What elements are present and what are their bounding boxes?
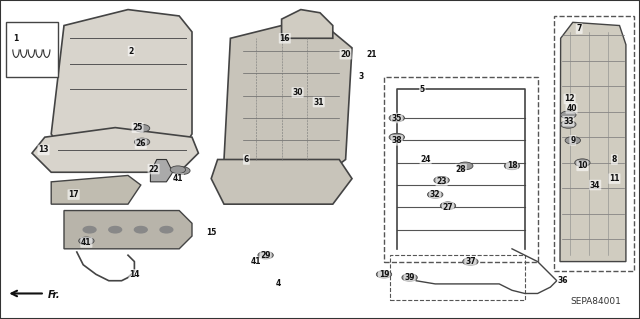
Text: 15: 15 [206,228,216,237]
Polygon shape [211,160,352,204]
Text: 30: 30 [292,88,303,97]
Bar [6,22,58,77]
Text: 1: 1 [13,34,19,43]
Text: 26: 26 [136,139,146,148]
Circle shape [134,138,150,146]
Circle shape [565,137,580,144]
Polygon shape [282,10,333,38]
Text: 41: 41 [173,174,183,183]
Text: 27: 27 [443,203,453,212]
Text: 36: 36 [558,276,568,285]
Text: 3: 3 [359,72,364,81]
Text: 4: 4 [276,279,281,288]
Text: 21: 21 [366,50,376,59]
Text: 18: 18 [507,161,517,170]
Text: 33: 33 [563,117,573,126]
Text: 22: 22 [148,165,159,174]
Circle shape [440,202,456,210]
Circle shape [434,176,449,184]
Text: 32: 32 [430,190,440,199]
Text: 25: 25 [132,123,143,132]
Text: 41: 41 [81,238,92,247]
Text: 12: 12 [564,94,575,103]
Text: 29: 29 [260,251,271,260]
Text: 31: 31 [314,98,324,107]
Text: 19: 19 [379,270,389,279]
Polygon shape [51,175,141,204]
Circle shape [402,274,417,281]
Text: 17: 17 [68,190,79,199]
Circle shape [458,162,473,170]
Text: 41: 41 [251,257,261,266]
Circle shape [428,191,443,198]
Polygon shape [150,160,173,182]
Circle shape [561,121,576,128]
Text: 13: 13 [38,145,49,154]
Text: 24: 24 [420,155,431,164]
Circle shape [83,226,96,233]
Circle shape [389,133,404,141]
Text: 23: 23 [436,177,447,186]
Bar [554,16,634,271]
Circle shape [504,162,520,170]
Text: 5: 5 [420,85,425,94]
Bar [384,77,538,262]
Text: 35: 35 [392,114,402,122]
Text: 2: 2 [129,47,134,56]
Circle shape [134,124,150,132]
Text: 11: 11 [609,174,620,183]
Circle shape [463,258,478,265]
Text: 10: 10 [577,161,588,170]
Circle shape [79,237,94,245]
Text: 20: 20 [340,50,351,59]
Polygon shape [224,26,352,179]
Circle shape [134,226,147,233]
Polygon shape [51,10,192,153]
Text: SEPA84001: SEPA84001 [570,297,621,306]
Text: 28: 28 [456,165,466,174]
Text: Fr.: Fr. [48,290,61,300]
Text: 37: 37 [465,257,476,266]
Circle shape [376,271,392,278]
Polygon shape [64,211,192,249]
Text: 16: 16 [280,34,290,43]
Circle shape [258,251,273,259]
Circle shape [170,166,186,174]
Text: 38: 38 [392,136,402,145]
Polygon shape [32,128,198,172]
Circle shape [561,111,576,119]
Text: 7: 7 [577,24,582,33]
Circle shape [160,226,173,233]
Text: 6: 6 [244,155,249,164]
Text: 14: 14 [129,270,140,279]
Circle shape [575,159,590,167]
Polygon shape [560,22,626,262]
Circle shape [175,167,190,174]
Circle shape [109,226,122,233]
Bar [390,255,525,300]
Circle shape [389,114,404,122]
Text: 40: 40 [566,104,577,113]
Text: 8: 8 [612,155,617,164]
Text: 34: 34 [590,181,600,189]
Text: 39: 39 [404,273,415,282]
Text: 9: 9 [570,136,575,145]
